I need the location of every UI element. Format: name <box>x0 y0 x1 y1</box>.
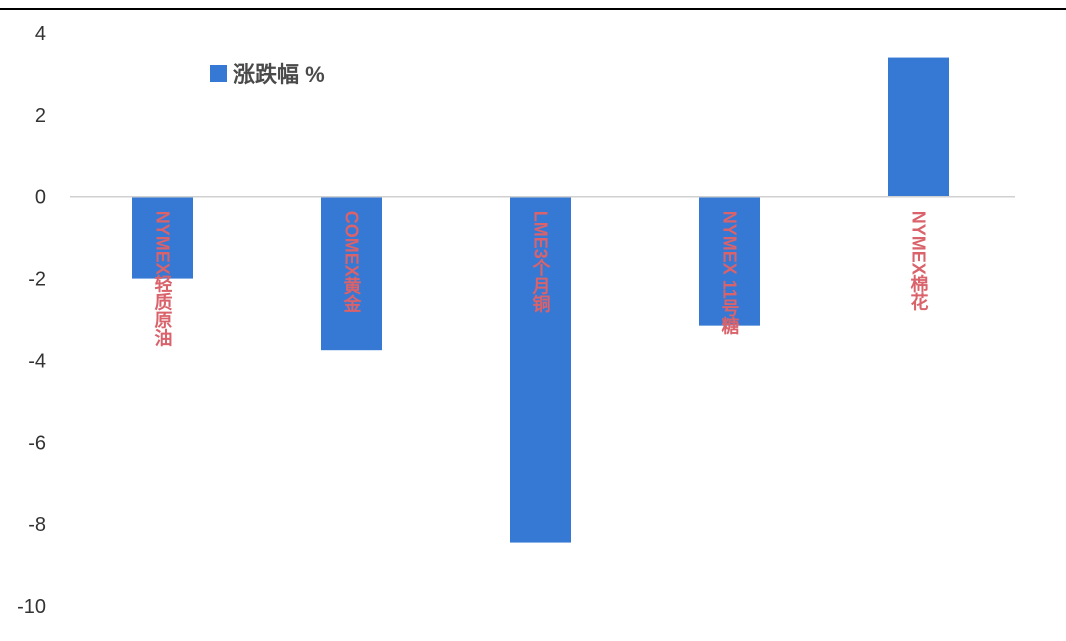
legend-swatch <box>210 65 227 82</box>
bar <box>888 57 949 197</box>
legend-label: 涨跌幅 % <box>233 62 325 87</box>
y-tick-label: -10 <box>17 596 46 618</box>
category-label: NYMEX棉花 <box>909 211 929 311</box>
bars-group <box>132 57 949 543</box>
y-tick-label: -8 <box>28 514 46 536</box>
category-label: NYMEX轻质原油 <box>153 211 173 347</box>
bar <box>699 196 760 326</box>
y-tick-label: -2 <box>28 269 46 291</box>
bar <box>510 196 571 543</box>
y-tick-label: 2 <box>35 105 46 127</box>
category-label: LME3个月铜 <box>531 211 552 314</box>
y-tick-label: -4 <box>28 350 46 372</box>
y-axis-tick-labels: 4 2 0 -2 -4 -6 -8 -10 <box>17 23 46 618</box>
y-tick-label: 4 <box>35 23 46 45</box>
category-label: NYMEX 11号糖 <box>720 211 740 336</box>
y-tick-label: 0 <box>35 187 46 209</box>
category-label: COMEX黄金 <box>342 211 363 313</box>
category-labels: NYMEX轻质原油 COMEX黄金 LME3个月铜 NYMEX 11号糖 NYMEX棉花 <box>153 211 929 347</box>
y-tick-label: -6 <box>28 432 46 454</box>
bar <box>132 196 193 279</box>
legend: 涨跌幅 % <box>210 62 325 87</box>
bar <box>321 196 382 351</box>
